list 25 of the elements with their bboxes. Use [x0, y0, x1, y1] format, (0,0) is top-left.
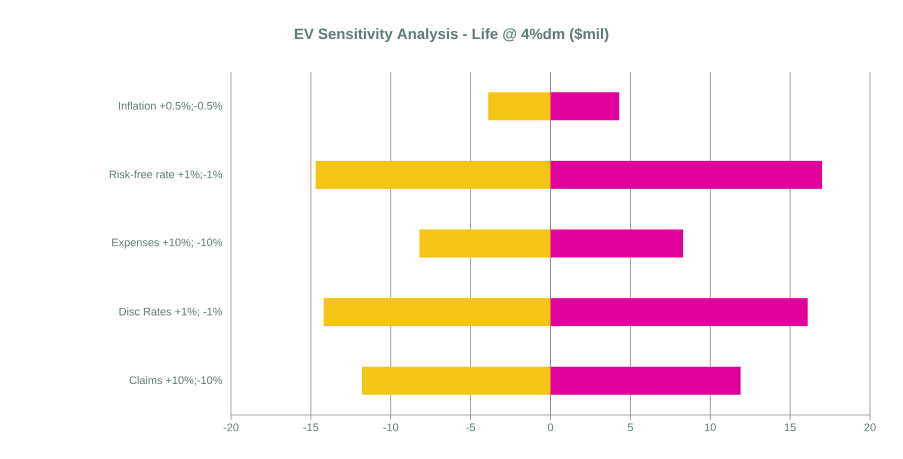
x-tick-label: -5 — [466, 424, 476, 432]
chart-title: EV Sensitivity Analysis - Life @ 4%dm ($mil) — [294, 28, 608, 42]
x-tick-label: 20 — [864, 424, 876, 432]
bar — [324, 298, 551, 326]
y-tick-label: Claims +10%;-10% — [130, 376, 222, 386]
x-tick-label: 15 — [784, 424, 796, 432]
x-tick-label: 5 — [628, 424, 633, 432]
bar — [420, 229, 551, 258]
bar — [316, 160, 551, 189]
bar — [550, 160, 822, 189]
bar — [550, 229, 684, 258]
bar — [362, 366, 551, 395]
x-tick-label: 0 — [548, 424, 554, 432]
bar — [550, 366, 741, 395]
bar — [550, 92, 620, 120]
bar — [550, 298, 808, 326]
bar — [488, 92, 551, 120]
y-tick-label: Inflation +0.5%;-0.5% — [119, 102, 222, 111]
x-tick-label: -10 — [383, 424, 398, 432]
y-tick-label: Expenses +10%; -10% — [112, 238, 222, 248]
y-tick-label: Disc Rates +1%; -1% — [120, 307, 222, 317]
x-tick-label: 10 — [704, 424, 716, 432]
x-tick-label: -15 — [303, 424, 318, 432]
y-tick-label: Risk-free rate +1%;-1% — [110, 170, 222, 180]
x-tick-label: -20 — [224, 424, 238, 432]
